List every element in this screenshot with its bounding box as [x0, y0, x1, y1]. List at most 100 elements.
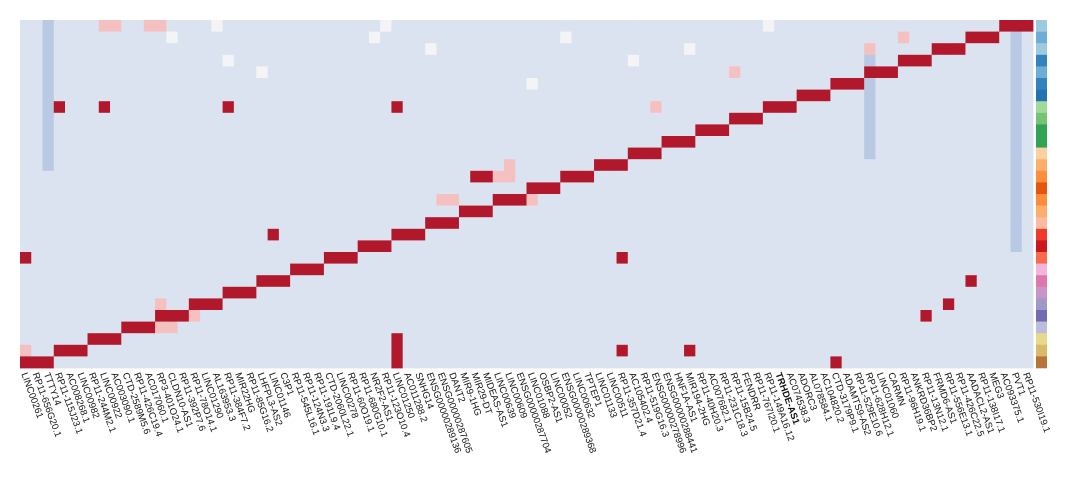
heatmap-cell: [53, 240, 66, 253]
heatmap-cell: [717, 66, 730, 79]
heatmap-cell: [132, 205, 145, 218]
heatmap-cell: [42, 182, 55, 195]
heatmap-cell: [841, 66, 854, 79]
heatmap-cell: [1010, 321, 1023, 334]
heatmap-cell: [830, 263, 843, 276]
row-annotation: [1036, 333, 1047, 346]
heatmap-cell: [864, 66, 876, 79]
heatmap-cell: [706, 217, 719, 230]
heatmap-cell: [245, 344, 257, 357]
heatmap-cell: [954, 89, 966, 102]
heatmap-cell: [796, 252, 809, 264]
heatmap-cell: [143, 159, 156, 172]
heatmap-cell: [616, 286, 629, 299]
heatmap-cell: [188, 124, 201, 137]
heatmap-cell: [729, 54, 741, 67]
heatmap-cell: [751, 228, 764, 241]
heatmap-cell: [346, 54, 359, 67]
heatmap-cell: [143, 124, 156, 137]
heatmap-cell: [87, 333, 100, 346]
heatmap-cell: [132, 89, 145, 102]
heatmap-cell: [639, 20, 651, 32]
heatmap-cell: [166, 321, 178, 334]
heatmap-cell: [537, 43, 550, 56]
heatmap-cell: [470, 240, 482, 253]
heatmap-cell: [267, 78, 280, 90]
heatmap-cell: [695, 136, 707, 148]
heatmap-cell: [368, 170, 381, 183]
heatmap-cell: [278, 194, 291, 206]
heatmap-cell: [785, 182, 798, 195]
heatmap-cell: [639, 159, 651, 172]
heatmap-cell: [413, 275, 426, 288]
heatmap-cell: [391, 240, 404, 253]
heatmap-cell: [965, 194, 978, 206]
heatmap-cell: [53, 182, 66, 195]
heatmap-cell: [380, 217, 392, 230]
heatmap-cell: [717, 20, 730, 32]
heatmap-cell: [582, 240, 595, 253]
heatmap-cell: [200, 89, 212, 102]
heatmap-cell: [796, 333, 809, 346]
heatmap-cell: [706, 275, 719, 288]
heatmap-cell: [155, 205, 167, 218]
heatmap-cell: [425, 147, 437, 160]
heatmap-cell: [897, 31, 910, 44]
heatmap-cell: [492, 159, 505, 172]
heatmap-cell: [526, 217, 539, 230]
heatmap-cell: [323, 112, 336, 125]
heatmap-cell: [751, 263, 764, 276]
heatmap-cell: [909, 66, 921, 79]
heatmap-cell: [312, 194, 325, 206]
heatmap-cell: [672, 333, 685, 346]
heatmap-cell: [436, 252, 449, 264]
heatmap-cell: [819, 66, 831, 79]
heatmap-cell: [729, 112, 741, 125]
heatmap-cell: [897, 228, 910, 241]
heatmap-cell: [684, 252, 696, 264]
heatmap-cell: [211, 182, 223, 195]
heatmap-cell: [143, 275, 156, 288]
heatmap-cell: [458, 321, 471, 334]
heatmap-cell: [76, 124, 88, 137]
heatmap-cell: [335, 182, 347, 195]
heatmap-cell: [503, 78, 516, 90]
heatmap-cell: [807, 252, 820, 264]
heatmap-cell: [110, 217, 122, 230]
heatmap-cell: [762, 101, 775, 114]
heatmap-cell: [537, 194, 550, 206]
heatmap-cell: [290, 31, 302, 44]
heatmap-cell: [211, 344, 223, 357]
heatmap-cell: [458, 344, 471, 357]
heatmap-cell: [987, 240, 1000, 253]
heatmap-cell: [436, 20, 449, 32]
heatmap-cell: [155, 240, 167, 253]
heatmap-cell: [155, 136, 167, 148]
heatmap-cell: [627, 66, 640, 79]
heatmap-cell: [166, 194, 178, 206]
heatmap-cell: [402, 78, 415, 90]
heatmap-cell: [323, 147, 336, 160]
heatmap-cell: [402, 159, 415, 172]
heatmap-cell: [42, 136, 55, 148]
heatmap-cell: [346, 275, 359, 288]
heatmap-cell: [503, 112, 516, 125]
heatmap-cell: [886, 170, 899, 183]
heatmap-cell: [920, 136, 933, 148]
heatmap-cell: [458, 43, 471, 56]
heatmap-cell: [796, 78, 809, 90]
heatmap-cell: [954, 182, 966, 195]
heatmap-cell: [267, 275, 280, 288]
heatmap-cell: [346, 286, 359, 299]
heatmap-cell: [830, 286, 843, 299]
heatmap-cell: [233, 275, 246, 288]
heatmap-cell: [582, 194, 595, 206]
heatmap-cell: [897, 217, 910, 230]
heatmap-cell: [346, 43, 359, 56]
heatmap-cell: [954, 66, 966, 79]
heatmap-cell: [560, 159, 572, 172]
heatmap-cell: [605, 298, 617, 311]
heatmap-cell: [481, 286, 494, 299]
heatmap-cell: [110, 344, 122, 357]
heatmap-cell: [864, 136, 876, 148]
